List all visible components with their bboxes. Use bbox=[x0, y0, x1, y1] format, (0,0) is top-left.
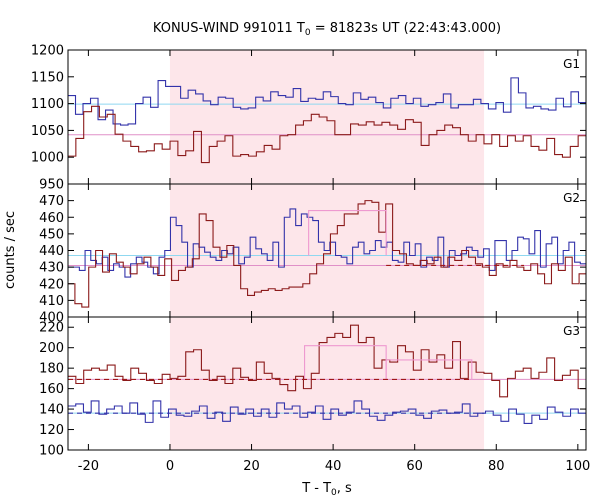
y-tick-label: 410 bbox=[39, 294, 64, 309]
red-count-histogram bbox=[68, 200, 586, 308]
x-tick-label: 40 bbox=[325, 459, 342, 474]
red-count-histogram bbox=[68, 105, 586, 164]
panel-g1: 950 1000 1050 1100 1150 1200 G1 bbox=[31, 44, 587, 193]
x-tick-label: 60 bbox=[406, 459, 423, 474]
y-tick-label: 220 bbox=[39, 321, 64, 336]
blue-count-histogram bbox=[68, 400, 586, 424]
x-axis-label: T - T0, s bbox=[301, 481, 352, 498]
x-tick-label: 100 bbox=[565, 459, 590, 474]
panel-frame bbox=[67, 316, 587, 451]
y-tick-label: 470 bbox=[39, 194, 64, 209]
y-tick-label: 140 bbox=[39, 403, 64, 418]
y-tick-label: 1150 bbox=[31, 70, 64, 85]
y-tick-label: 1200 bbox=[31, 44, 64, 59]
blue-count-histogram bbox=[68, 77, 586, 126]
x-tick-label: 0 bbox=[166, 459, 174, 474]
x-tick-label: -20 bbox=[78, 459, 99, 474]
panel-g3: 100 120 140 160 180 200 220 G3 bbox=[39, 316, 587, 459]
y-tick-label: 1050 bbox=[31, 124, 64, 139]
panel-label: G2 bbox=[563, 191, 580, 205]
y-tick-label: 450 bbox=[39, 227, 64, 242]
panel-label: G3 bbox=[563, 324, 580, 338]
y-tick-label: 950 bbox=[39, 178, 64, 193]
y-tick-label: 1000 bbox=[31, 151, 64, 166]
y-tick-label: 180 bbox=[39, 362, 64, 377]
y-tick-label: 120 bbox=[39, 423, 64, 438]
y-axis-label: counts / sec bbox=[3, 211, 18, 289]
y-tick-label: 200 bbox=[39, 341, 64, 356]
fit-level-box bbox=[385, 359, 473, 380]
x-tick-label: 20 bbox=[243, 459, 260, 474]
y-tick-label: 1100 bbox=[31, 97, 64, 112]
x-tick-label: 80 bbox=[488, 459, 505, 474]
y-tick-label: 400 bbox=[39, 311, 64, 326]
panel-label: G1 bbox=[563, 57, 580, 71]
red-count-histogram bbox=[68, 324, 586, 398]
y-tick-label: 100 bbox=[39, 444, 64, 459]
y-tick-label: 160 bbox=[39, 382, 64, 397]
y-tick-label: 420 bbox=[39, 277, 64, 292]
y-tick-label: 460 bbox=[39, 211, 64, 226]
y-tick-label: 430 bbox=[39, 261, 64, 276]
chart-title: KONUS-WIND 991011 T0 = 81823s UT (22:43:… bbox=[153, 21, 501, 38]
fit-level-box bbox=[308, 210, 387, 256]
y-tick-label: 440 bbox=[39, 244, 64, 259]
